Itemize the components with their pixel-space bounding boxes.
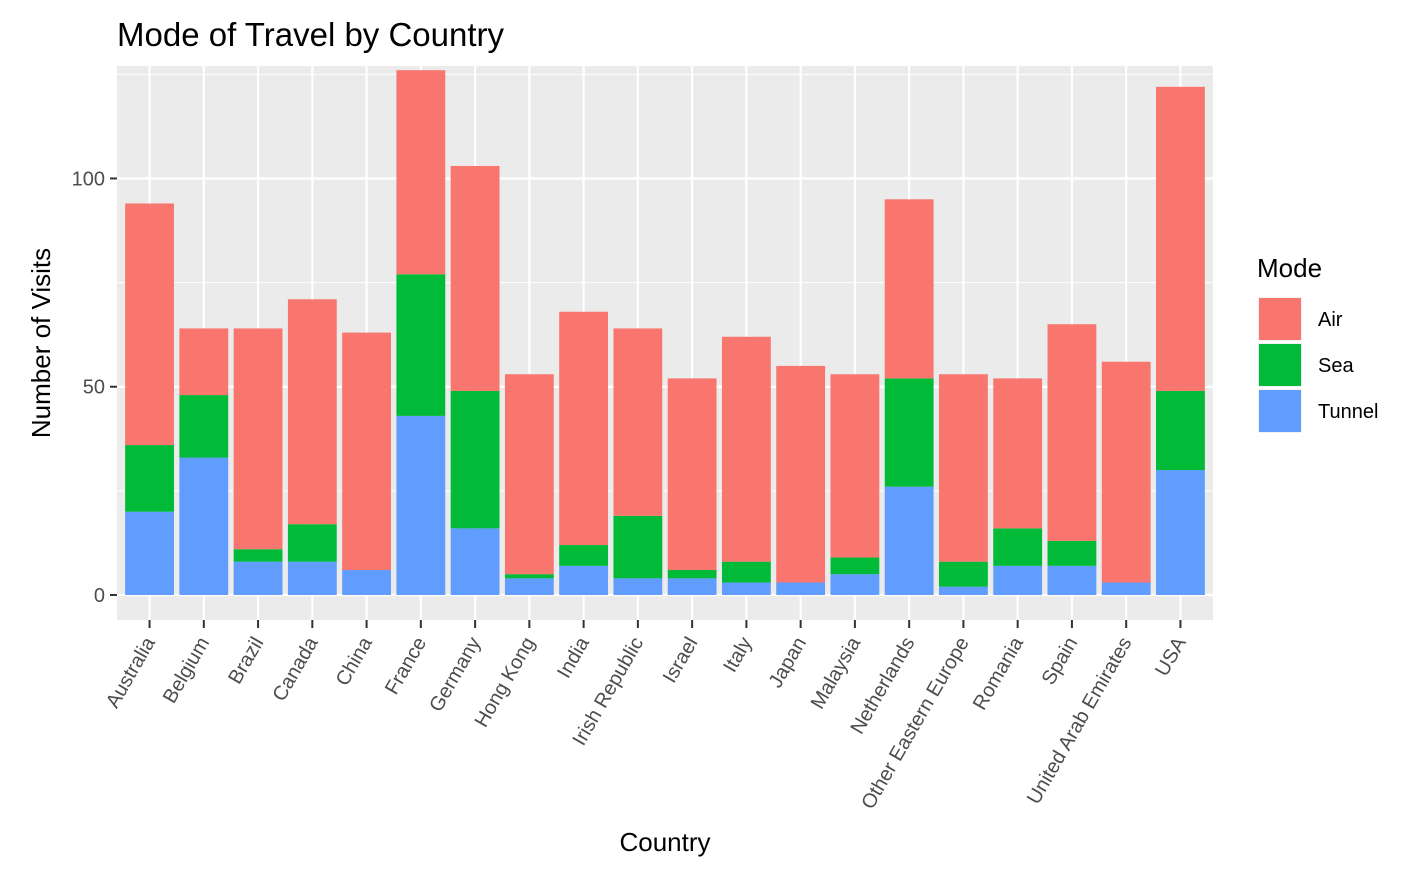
bar-segment bbox=[1101, 582, 1151, 596]
bar-segment bbox=[450, 390, 500, 529]
legend-swatch bbox=[1259, 390, 1301, 432]
bar-segment bbox=[613, 578, 663, 596]
bar-segment bbox=[396, 70, 446, 275]
bar-segment bbox=[830, 374, 880, 558]
x-tick-label: USA bbox=[1151, 633, 1191, 680]
legend-swatch bbox=[1259, 298, 1301, 340]
x-tick-label: Canada bbox=[269, 633, 324, 705]
bar-segment bbox=[396, 274, 446, 416]
bar-segment bbox=[559, 311, 609, 546]
bar-segment bbox=[125, 203, 174, 446]
bar-segment bbox=[667, 578, 717, 596]
bar-segment bbox=[776, 365, 826, 583]
bar-segment bbox=[179, 457, 229, 596]
bar-segment bbox=[125, 511, 174, 596]
bar-segment bbox=[287, 561, 337, 596]
bar-segment bbox=[450, 528, 500, 596]
bar-segment bbox=[504, 374, 554, 575]
bar-segment bbox=[776, 582, 826, 596]
legend: Mode Air Sea Tunnel bbox=[1257, 253, 1378, 433]
y-axis: 0 50 100 bbox=[72, 168, 117, 607]
bar-segment bbox=[1156, 390, 1205, 471]
x-tick-label: Belgium bbox=[159, 634, 214, 708]
bar-segment bbox=[233, 328, 283, 550]
bar-segment bbox=[287, 524, 337, 562]
bar-segment bbox=[939, 586, 988, 596]
x-axis: Australia Belgium Brazil Canada China FranceG… bbox=[102, 620, 1191, 813]
bar-segment bbox=[559, 545, 609, 566]
x-tick-label: United Arab Emirates bbox=[1023, 634, 1137, 809]
bar-segment bbox=[179, 395, 229, 458]
x-tick-label: Malaysia bbox=[807, 633, 866, 713]
y-tick-label: 100 bbox=[72, 168, 105, 190]
x-tick-label: Brazil bbox=[224, 634, 268, 688]
bar-segment bbox=[125, 445, 174, 512]
bar-segment bbox=[613, 515, 663, 579]
bar-segment bbox=[830, 574, 880, 596]
x-tick-label: Japan bbox=[765, 634, 811, 692]
bar-segment bbox=[993, 565, 1043, 596]
y-tick-label: 0 bbox=[94, 585, 105, 607]
bar-segment bbox=[667, 570, 717, 579]
bar-segment bbox=[1156, 470, 1205, 596]
bar-segment bbox=[1047, 540, 1097, 566]
x-tick-label: France bbox=[381, 634, 431, 699]
bar-segment bbox=[1047, 565, 1097, 596]
bar-segment bbox=[884, 199, 934, 379]
bar-segment bbox=[450, 165, 500, 391]
legend-swatch bbox=[1259, 344, 1301, 386]
x-tick-label: Other Eastern Europe bbox=[857, 634, 973, 813]
bar-segment bbox=[721, 561, 771, 583]
y-axis-title: Number of Visits bbox=[26, 248, 56, 438]
x-tick-label: Spain bbox=[1038, 634, 1083, 689]
x-tick-label: Australia bbox=[102, 633, 160, 712]
bar-segment bbox=[613, 328, 663, 516]
bar-segment bbox=[396, 415, 446, 596]
x-axis-title: Country bbox=[619, 827, 710, 857]
x-tick-label: Italy bbox=[719, 634, 756, 677]
bar-segment bbox=[504, 574, 554, 579]
bar-segment bbox=[1156, 86, 1205, 391]
x-tick-label: Germany bbox=[425, 634, 485, 716]
x-tick-label: Israel bbox=[659, 634, 703, 687]
bar-segment bbox=[993, 528, 1043, 566]
bar-segment bbox=[287, 299, 337, 525]
bar-segment bbox=[504, 578, 554, 596]
bar-segment bbox=[179, 328, 229, 396]
bar-segment bbox=[342, 332, 391, 571]
bar-segment bbox=[939, 561, 988, 587]
bar-segment bbox=[721, 582, 771, 596]
y-tick-label: 50 bbox=[83, 377, 105, 399]
x-tick-label: China bbox=[332, 633, 378, 690]
bar-segment bbox=[939, 374, 988, 562]
bar-segment bbox=[233, 549, 283, 562]
bar-segment bbox=[233, 561, 283, 596]
legend-label: Sea bbox=[1318, 355, 1354, 377]
bar-segment bbox=[993, 378, 1043, 529]
bar-segment bbox=[342, 570, 391, 596]
x-tick-label: Romania bbox=[969, 633, 1029, 714]
bar-segment bbox=[1047, 324, 1097, 541]
legend-label: Tunnel bbox=[1318, 401, 1378, 423]
x-tick-label: India bbox=[553, 633, 594, 682]
bar-segment bbox=[559, 565, 609, 596]
bar-segment bbox=[830, 557, 880, 575]
bar-segment bbox=[884, 486, 934, 596]
bar-segment bbox=[721, 336, 771, 562]
bar-segment bbox=[667, 378, 717, 571]
bars bbox=[125, 70, 1205, 596]
bar-segment bbox=[884, 378, 934, 487]
legend-title: Mode bbox=[1257, 253, 1322, 283]
chart-title: Mode of Travel by Country bbox=[117, 16, 505, 53]
bar-segment bbox=[1101, 361, 1151, 583]
legend-label: Air bbox=[1318, 309, 1343, 331]
